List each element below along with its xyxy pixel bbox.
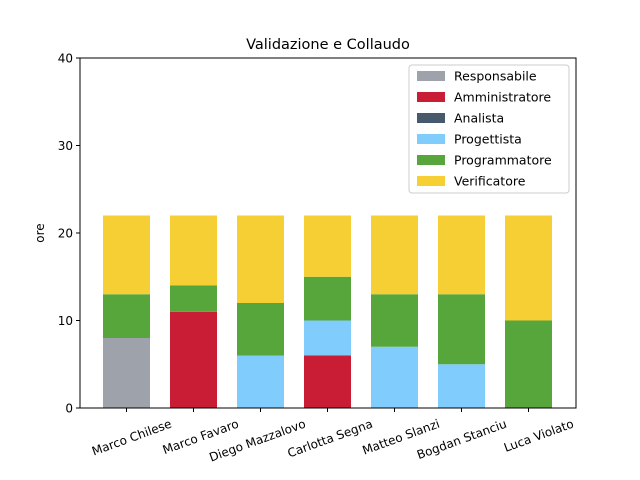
bar-segment-0-0: [103, 338, 150, 408]
y-axis-label: ore: [33, 223, 47, 242]
legend-label-4: Programmatore: [454, 153, 552, 168]
legend-label-1: Amministratore: [454, 90, 551, 105]
legend-swatch-1: [417, 92, 445, 102]
legend-label-2: Analista: [454, 111, 504, 126]
bar-segment-4-5: [371, 215, 418, 295]
bar-segment-6-4: [505, 320, 552, 408]
bar-segment-2-5: [237, 215, 284, 303]
legend-label-5: Verificatore: [454, 174, 526, 189]
bar-segment-5-3: [438, 364, 485, 408]
y-tick-label-3: 30: [58, 139, 73, 153]
bar-segment-3-3: [304, 320, 351, 356]
y-tick-label-4: 40: [58, 52, 73, 66]
legend-swatch-3: [417, 134, 445, 144]
y-tick-label-0: 0: [65, 402, 73, 416]
bar-segment-3-4: [304, 276, 351, 321]
bar-segment-4-4: [371, 294, 418, 347]
bar-segment-3-5: [304, 215, 351, 277]
y-axis: 0 10 20 30 40: [58, 52, 80, 416]
x-tick-label-0: Marco Chilese: [90, 417, 174, 459]
legend-swatch-4: [417, 155, 445, 165]
legend-label-0: Responsabile: [454, 69, 537, 84]
bar-segment-5-4: [438, 294, 485, 365]
bar-segment-5-5: [438, 215, 485, 295]
legend-swatch-2: [417, 113, 445, 123]
legend-label-3: Progettista: [454, 132, 522, 147]
bars-group: [103, 215, 552, 408]
legend-box: [408, 64, 570, 194]
x-tick-label-6: Luca Violato: [502, 417, 576, 455]
bar-segment-1-1: [170, 311, 217, 408]
bar-segment-2-4: [237, 303, 284, 356]
chart-title: Validazione e Collaudo: [246, 37, 410, 53]
bar-segment-0-4: [103, 294, 150, 338]
bar-segment-0-5: [103, 215, 150, 295]
bar-segment-2-3: [237, 355, 284, 408]
y-tick-label-1: 10: [58, 314, 73, 328]
legend: Responsabile Amministratore Analista Proget…: [408, 64, 570, 194]
y-tick-label-2: 20: [58, 227, 73, 241]
bar-segment-1-5: [170, 215, 217, 286]
bar-segment-6-5: [505, 215, 552, 321]
bar-segment-1-4: [170, 285, 217, 312]
legend-swatch-5: [417, 176, 445, 186]
bar-segment-4-3: [371, 346, 418, 408]
bar-segment-3-1: [304, 355, 351, 408]
legend-swatch-0: [417, 71, 445, 81]
